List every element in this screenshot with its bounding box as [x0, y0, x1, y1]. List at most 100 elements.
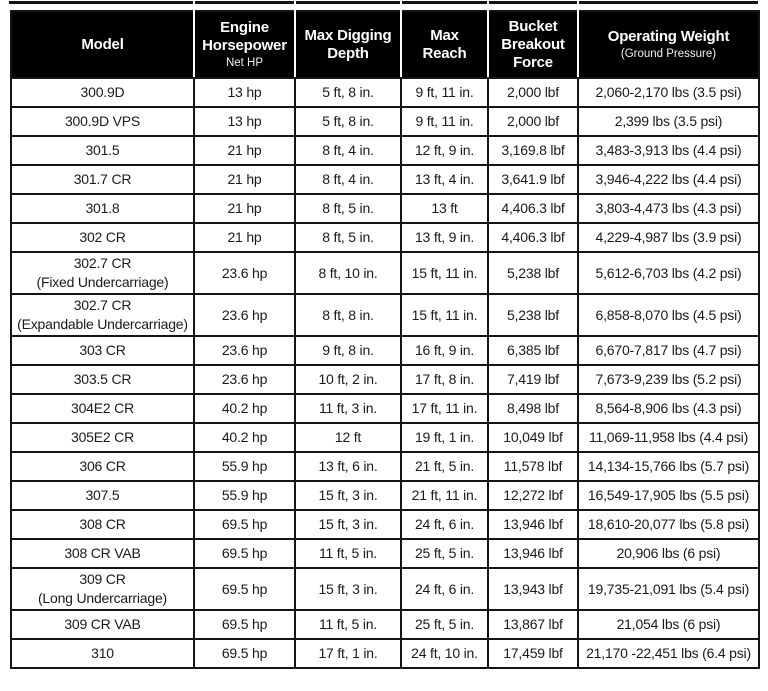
cell-reach: 21 ft, 5 in. [400, 451, 489, 482]
table-header: Model Engine Horsepower Net HP Max Diggi… [10, 11, 759, 79]
col-header-operating-weight: Operating Weight (Ground Pressure) [577, 11, 759, 79]
cell-weight: 2,399 lbs (3.5 psi) [577, 106, 760, 137]
col-header-model: Model [10, 11, 194, 79]
cell-force: 6,385 lbf [487, 335, 579, 366]
col-header-bucket-breakout-force: Bucket Breakout Force [487, 11, 578, 79]
table-row: 303 CR 23.6 hp 9 ft, 8 in. 16 ft, 9 in. 6,38… [10, 335, 760, 366]
cell-reach: 12 ft, 9 in. [400, 135, 489, 166]
cell-reach: 21 ft, 11 in. [400, 480, 489, 511]
cell-reach: 25 ft, 5 in. [400, 609, 489, 640]
cell-hp: 13 hp [193, 77, 296, 108]
cell-force: 13,867 lbf [487, 609, 579, 640]
cell-force: 17,459 lbf [487, 638, 579, 669]
cell-model: 309 CR VAB [10, 609, 195, 640]
table-row: 308 CR 69.5 hp 15 ft, 3 in. 24 ft, 6 in. 13,… [10, 509, 760, 540]
cell-model: 310 [10, 638, 195, 669]
cell-hp: 55.9 hp [193, 480, 296, 511]
cell-model: 309 CR (Long Undercarriage) [10, 567, 195, 611]
cell-force: 2,000 lbf [487, 106, 579, 137]
table-row: 301.8 21 hp 8 ft, 5 in. 13 ft 4,406.3 lbf 3,8… [10, 193, 760, 224]
cell-hp: 23.6 hp [193, 293, 296, 337]
cell-depth: 5 ft, 8 in. [294, 106, 402, 137]
cell-depth: 8 ft, 8 in. [294, 293, 402, 337]
cell-force: 13,946 lbf [487, 509, 579, 540]
cell-hp: 40.2 hp [193, 393, 296, 424]
cell-reach: 17 ft, 8 in. [400, 364, 489, 395]
table-row: 300.9D VPS 13 hp 5 ft, 8 in. 9 ft, 11 in. 2,… [10, 106, 760, 137]
cell-weight: 20,906 lbs (6 psi) [577, 538, 760, 569]
cell-depth: 8 ft, 4 in. [294, 135, 402, 166]
cell-reach: 24 ft, 6 in. [400, 567, 489, 611]
cell-weight: 3,803-4,473 lbs (4.3 psi) [577, 193, 760, 224]
cell-reach: 9 ft, 11 in. [400, 77, 489, 108]
cell-weight: 4,229-4,987 lbs (3.9 psi) [577, 222, 760, 253]
column-gap-tick [577, 1, 579, 4]
cell-reach: 13 ft, 9 in. [400, 222, 489, 253]
cell-reach: 24 ft, 6 in. [400, 509, 489, 540]
cell-depth: 13 ft, 6 in. [294, 451, 402, 482]
cell-model: 305E2 CR [10, 422, 195, 453]
cell-depth: 9 ft, 8 in. [294, 335, 402, 366]
cell-hp: 69.5 hp [193, 538, 296, 569]
cell-depth: 17 ft, 1 in. [294, 638, 402, 669]
cell-reach: 15 ft, 11 in. [400, 251, 489, 295]
cell-model: 302 CR [10, 222, 195, 253]
cell-model: 303 CR [10, 335, 195, 366]
cell-weight: 21,054 lbs (6 psi) [577, 609, 760, 640]
cell-reach: 25 ft, 5 in. [400, 538, 489, 569]
table-row: 301.7 CR 21 hp 8 ft, 4 in. 13 ft, 4 in. 3,64… [10, 164, 760, 195]
cell-model: 304E2 CR [10, 393, 195, 424]
col-header-label: Max Reach [422, 26, 467, 62]
cell-weight: 3,483-3,913 lbs (4.4 psi) [577, 135, 760, 166]
cell-reach: 16 ft, 9 in. [400, 335, 489, 366]
col-header-max-reach: Max Reach [400, 11, 488, 79]
column-gap-tick [400, 1, 402, 4]
cell-hp: 21 hp [193, 135, 296, 166]
cell-force: 4,406.3 lbf [487, 222, 579, 253]
cell-hp: 23.6 hp [193, 364, 296, 395]
cell-weight: 14,134-15,766 lbs (5.7 psi) [577, 451, 760, 482]
column-gap-tick [294, 1, 296, 4]
table-row: 305E2 CR 40.2 hp 12 ft 19 ft, 1 in. 10,049 l… [10, 422, 760, 453]
table-row: 309 CR VAB 69.5 hp 11 ft, 5 in. 25 ft, 5 in… [10, 609, 760, 640]
col-header-engine-horsepower: Engine Horsepower Net HP [193, 11, 295, 79]
column-gap-tick [193, 1, 195, 4]
column-gap-tick [487, 1, 489, 4]
cell-reach: 9 ft, 11 in. [400, 106, 489, 137]
col-header-label: Engine Horsepower [202, 19, 287, 54]
cell-model: 302.7 CR (Expandable Undercarriage) [10, 293, 195, 337]
cell-depth: 8 ft, 4 in. [294, 164, 402, 195]
cell-reach: 15 ft, 11 in. [400, 293, 489, 337]
cell-hp: 69.5 hp [193, 609, 296, 640]
col-header-sublabel: (Ground Pressure) [620, 48, 717, 60]
cell-weight: 6,858-8,070 lbs (4.5 psi) [577, 293, 760, 337]
table-row: 300.9D 13 hp 5 ft, 8 in. 9 ft, 11 in. 2,000 … [10, 77, 760, 108]
cell-weight: 16,549-17,905 lbs (5.5 psi) [577, 480, 760, 511]
cell-model: 308 CR [10, 509, 195, 540]
cell-weight: 5,612-6,703 lbs (4.2 psi) [577, 251, 760, 295]
table-row: 301.5 21 hp 8 ft, 4 in. 12 ft, 9 in. 3,169.8… [10, 135, 760, 166]
cell-depth: 11 ft, 3 in. [294, 393, 402, 424]
cell-depth: 15 ft, 3 in. [294, 480, 402, 511]
cell-model: 301.7 CR [10, 164, 195, 195]
cell-hp: 69.5 hp [193, 509, 296, 540]
table-row: 309 CR (Long Undercarriage) 69.5 hp 15 ft,… [10, 567, 760, 611]
cell-model: 306 CR [10, 451, 195, 482]
table-row: 302.7 CR (Fixed Undercarriage) 23.6 hp 8 f… [10, 251, 760, 295]
cell-model: 308 CR VAB [10, 538, 195, 569]
cell-force: 7,419 lbf [487, 364, 579, 395]
cell-depth: 11 ft, 5 in. [294, 609, 402, 640]
cell-hp: 23.6 hp [193, 335, 296, 366]
cell-depth: 5 ft, 8 in. [294, 77, 402, 108]
col-header-label: Model [81, 35, 124, 53]
cell-force: 13,943 lbf [487, 567, 579, 611]
cell-depth: 11 ft, 5 in. [294, 538, 402, 569]
cell-force: 3,169.8 lbf [487, 135, 579, 166]
cell-depth: 15 ft, 3 in. [294, 509, 402, 540]
table-row: 308 CR VAB 69.5 hp 11 ft, 5 in. 25 ft, 5 in… [10, 538, 760, 569]
table-body: 300.9D 13 hp 5 ft, 8 in. 9 ft, 11 in. 2,000 … [10, 77, 760, 669]
table-row: 302.7 CR (Expandable Undercarriage) 23.6 … [10, 293, 760, 337]
cell-weight: 11,069-11,958 lbs (4.4 psi) [577, 422, 760, 453]
cropped-row-border-artifact [9, 1, 758, 4]
